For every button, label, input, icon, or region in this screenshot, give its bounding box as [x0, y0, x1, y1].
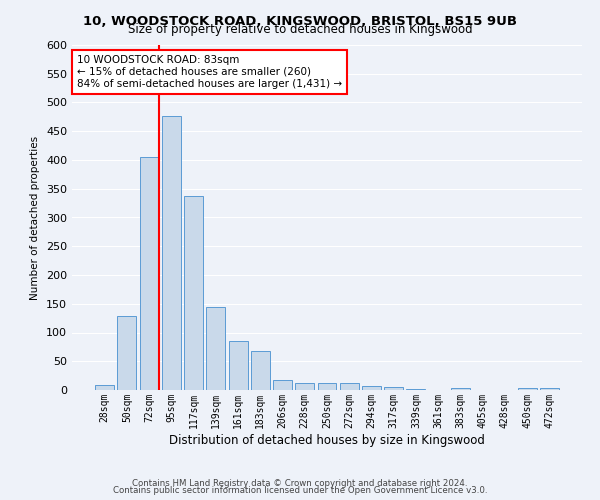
Bar — [251, 351, 270, 390]
X-axis label: Distribution of detached houses by size in Kingswood: Distribution of detached houses by size … — [169, 434, 485, 446]
Bar — [362, 386, 381, 390]
Text: Size of property relative to detached houses in Kingswood: Size of property relative to detached ho… — [128, 22, 472, 36]
Bar — [118, 316, 136, 390]
Bar — [162, 116, 181, 390]
Text: 10 WOODSTOCK ROAD: 83sqm
← 15% of detached houses are smaller (260)
84% of semi-: 10 WOODSTOCK ROAD: 83sqm ← 15% of detach… — [77, 56, 342, 88]
Bar — [95, 386, 114, 390]
Bar — [229, 341, 248, 390]
Y-axis label: Number of detached properties: Number of detached properties — [31, 136, 40, 300]
Text: Contains public sector information licensed under the Open Government Licence v3: Contains public sector information licen… — [113, 486, 487, 495]
Bar — [295, 383, 314, 390]
Bar — [406, 389, 425, 390]
Bar — [384, 386, 403, 390]
Text: Contains HM Land Registry data © Crown copyright and database right 2024.: Contains HM Land Registry data © Crown c… — [132, 478, 468, 488]
Bar — [184, 196, 203, 390]
Bar — [317, 382, 337, 390]
Bar — [140, 157, 158, 390]
Text: 10, WOODSTOCK ROAD, KINGSWOOD, BRISTOL, BS15 9UB: 10, WOODSTOCK ROAD, KINGSWOOD, BRISTOL, … — [83, 15, 517, 28]
Bar — [273, 380, 292, 390]
Bar — [451, 388, 470, 390]
Bar — [340, 382, 359, 390]
Bar — [206, 306, 225, 390]
Bar — [540, 388, 559, 390]
Bar — [518, 388, 536, 390]
